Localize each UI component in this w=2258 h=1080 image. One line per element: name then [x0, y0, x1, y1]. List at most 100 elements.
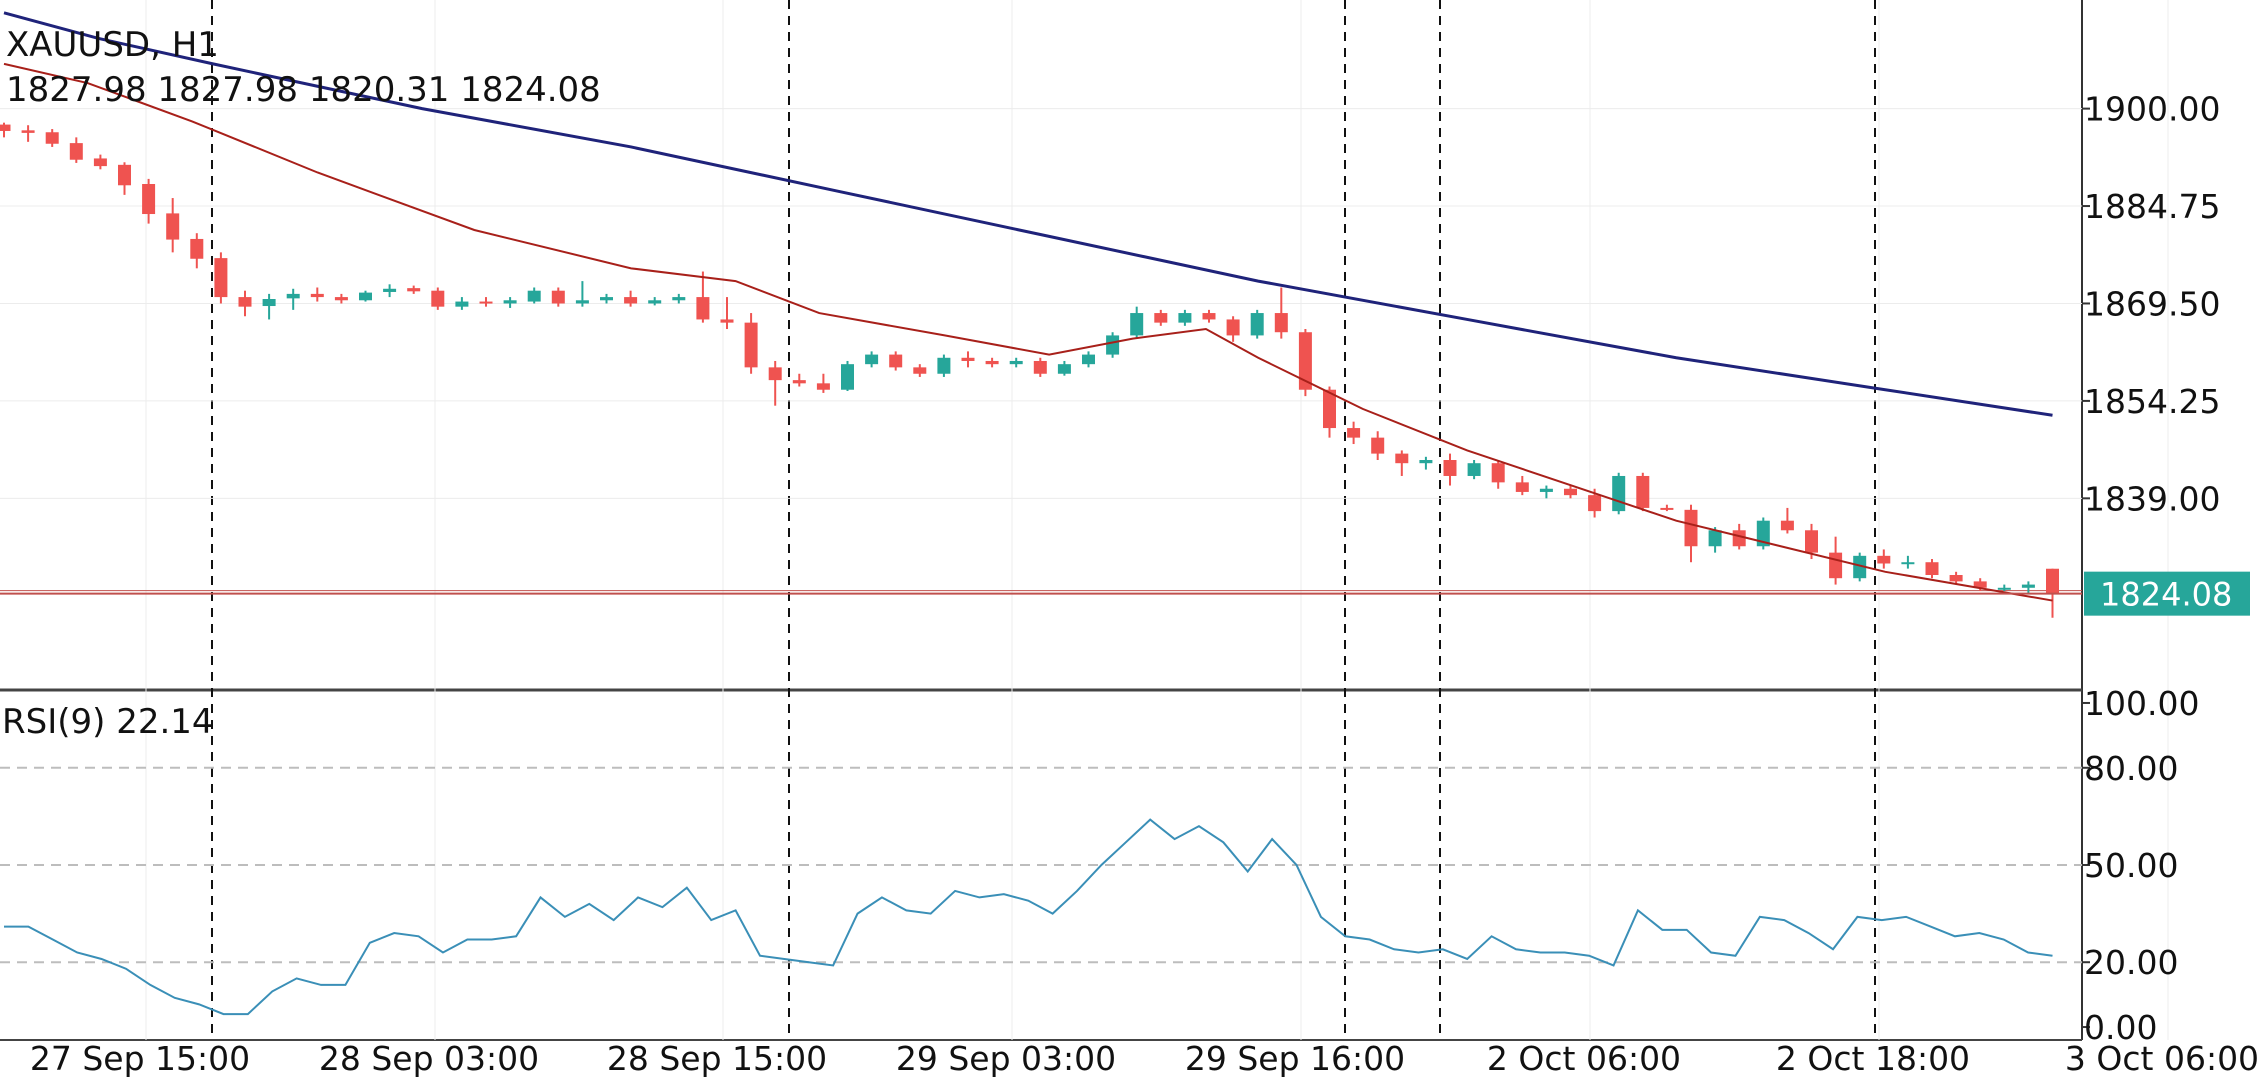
candle: [1250, 309, 1264, 339]
candle-body: [624, 297, 638, 304]
candle: [262, 293, 276, 320]
candle: [1009, 357, 1023, 368]
candle-body: [1323, 389, 1336, 429]
candle: [1997, 584, 2011, 591]
candle: [503, 297, 517, 308]
ohlc-label: 1827.98 1827.98 1820.31 1824.08: [6, 70, 601, 110]
candle: [1395, 450, 1409, 476]
candle-body: [1491, 463, 1505, 483]
candle-body: [2021, 584, 2035, 588]
candle: [816, 373, 830, 393]
rsi-axis-tick-label: 50.00: [2084, 846, 2178, 885]
candle-body: [1877, 555, 1891, 564]
session-separators: [211, 0, 1876, 1040]
price-axis-tick-label: 1869.50: [2084, 284, 2220, 323]
candle-body: [1009, 360, 1023, 365]
candle-body: [889, 354, 903, 368]
time-axis-tick-label: 28 Sep 03:00: [319, 1039, 539, 1078]
rsi-level-lines: [0, 766, 2082, 964]
time-axis-tick-label: 2 Oct 06:00: [1487, 1039, 1681, 1078]
candle: [1057, 360, 1071, 376]
symbol-label: XAUUSD, H1: [6, 25, 219, 65]
candle-body: [1057, 364, 1071, 374]
rsi-axis-labels: 100.00 80.00 50.00 20.00 0.00: [2082, 684, 2199, 1047]
rsi-axis-tick-label: 0.00: [2084, 1008, 2157, 1047]
time-axis-tick-label: 27 Sep 15:00: [30, 1039, 250, 1078]
price-axis-tick-label: 1839.00: [2084, 479, 2220, 518]
candle-body: [1274, 313, 1288, 333]
candle: [431, 287, 445, 310]
candle-body: [1612, 475, 1626, 512]
candle-body: [1395, 453, 1409, 464]
candle-body: [2046, 568, 2059, 594]
candle-body: [286, 293, 300, 299]
candle: [1564, 485, 1577, 499]
candle-body: [913, 367, 927, 374]
candle: [93, 154, 107, 170]
candle: [1202, 309, 1216, 323]
candle-body: [455, 301, 469, 307]
candle-body: [600, 297, 613, 301]
candle-body: [1154, 313, 1168, 323]
candle: [1925, 559, 1939, 579]
rsi-indicator-label: RSI(9) 22.14: [2, 702, 214, 742]
candle: [1323, 386, 1336, 438]
candle: [166, 198, 180, 253]
candle-body: [383, 288, 397, 292]
candle-body: [503, 300, 517, 304]
candle: [142, 178, 156, 224]
candle: [865, 351, 879, 368]
candle: [1226, 316, 1240, 342]
candle-body: [190, 238, 204, 259]
candle: [1033, 357, 1047, 377]
candle: [841, 360, 854, 391]
candle-body: [166, 213, 180, 240]
candle-body: [1033, 360, 1047, 374]
candle: [455, 297, 469, 310]
candle: [1708, 527, 1722, 553]
candle: [1949, 571, 1963, 585]
candle: [1684, 504, 1698, 563]
candle: [69, 137, 83, 163]
candle-body: [1684, 509, 1698, 547]
candle: [359, 290, 372, 302]
vertical-gridlines: [145, 0, 2169, 1040]
candle-body: [359, 292, 372, 301]
candle: [45, 129, 59, 147]
candle: [768, 360, 782, 406]
candle-body: [1467, 463, 1481, 476]
candle: [214, 252, 228, 304]
candle: [961, 351, 975, 368]
candle-body: [1371, 437, 1385, 454]
candle: [1901, 555, 1915, 569]
candle-body: [1539, 488, 1553, 492]
slow-moving-average-line: [3, 11, 2053, 417]
candle: [383, 284, 397, 298]
candle-body: [1660, 507, 1674, 510]
candlestick-series: [0, 122, 2059, 618]
rsi-axis-tick-label: 100.00: [2084, 684, 2199, 723]
candle: [1515, 475, 1529, 496]
candle: [1106, 332, 1120, 358]
candle-body: [310, 293, 324, 298]
price-axis-tick-label: 1900.00: [2084, 90, 2220, 129]
candle: [1082, 351, 1095, 368]
time-axis-tick-label: 29 Sep 03:00: [896, 1039, 1116, 1078]
candle-body: [1564, 488, 1577, 496]
candle: [1612, 472, 1626, 515]
candle: [238, 290, 252, 317]
candle-body: [142, 184, 156, 215]
candle-body: [841, 364, 854, 390]
candle-body: [1853, 555, 1867, 579]
candle-body: [937, 357, 951, 374]
candle-body: [1973, 581, 1987, 588]
candle-body: [1515, 482, 1529, 492]
candle: [624, 290, 638, 307]
candle: [1636, 472, 1650, 512]
candle-body: [93, 158, 107, 167]
candle-body: [1347, 428, 1361, 438]
candle: [1178, 309, 1192, 326]
candle-body: [1805, 530, 1818, 553]
candle-body: [1780, 520, 1794, 531]
